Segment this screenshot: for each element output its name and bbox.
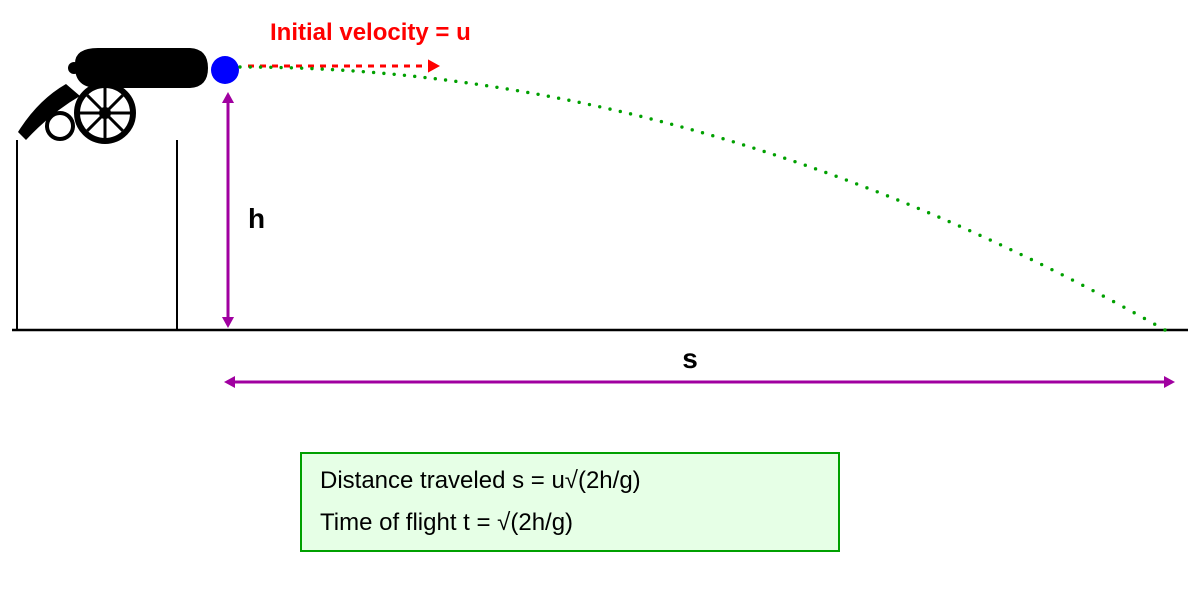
cannonball-icon [211, 56, 239, 84]
formula-line-2: Time of flight t = √(2h/g) [320, 509, 820, 537]
height-arrow [222, 92, 234, 328]
velocity-label: Initial velocity = u [270, 19, 471, 46]
formula-box: Distance traveled s = u√(2h/g) Time of fl… [300, 452, 840, 552]
distance-label: s [682, 343, 698, 374]
trajectory-icon [238, 65, 1166, 331]
diagram-stage: Initial velocity = u h s Distance traveled … [0, 0, 1200, 600]
distance-arrow [224, 376, 1175, 388]
height-label: h [248, 203, 265, 234]
cannon-icon [18, 48, 208, 141]
platform [17, 140, 177, 330]
formula-line-1: Distance traveled s = u√(2h/g) [320, 467, 820, 495]
